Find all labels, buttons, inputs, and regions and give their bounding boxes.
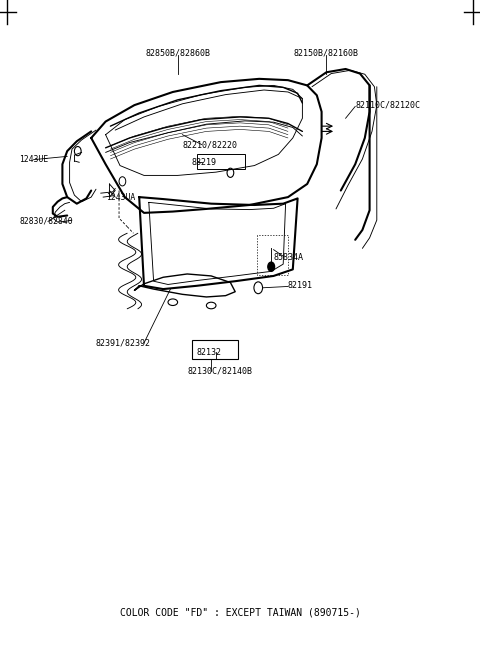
Text: 82110C/82120C: 82110C/82120C: [355, 101, 420, 110]
Text: 1243UE: 1243UE: [19, 155, 48, 164]
Text: 82830/82840: 82830/82840: [19, 217, 73, 226]
Text: 82391/82392: 82391/82392: [96, 338, 151, 348]
Text: 85834A: 85834A: [274, 253, 303, 262]
Text: 82132: 82132: [197, 348, 222, 357]
Bar: [192, 340, 238, 359]
Circle shape: [268, 262, 275, 271]
Text: 82130C/82140B: 82130C/82140B: [187, 366, 252, 375]
Bar: [197, 154, 245, 169]
Text: 1243UA: 1243UA: [106, 193, 135, 202]
Text: 82850B/82860B: 82850B/82860B: [145, 48, 210, 57]
Text: COLOR CODE "FD" : EXCEPT TAIWAN (890715-): COLOR CODE "FD" : EXCEPT TAIWAN (890715-…: [120, 607, 360, 618]
Text: 83219: 83219: [192, 158, 217, 167]
Text: 82191: 82191: [288, 281, 313, 290]
Text: 82150B/82160B: 82150B/82160B: [294, 48, 359, 57]
Text: 82210/82220: 82210/82220: [182, 140, 238, 149]
